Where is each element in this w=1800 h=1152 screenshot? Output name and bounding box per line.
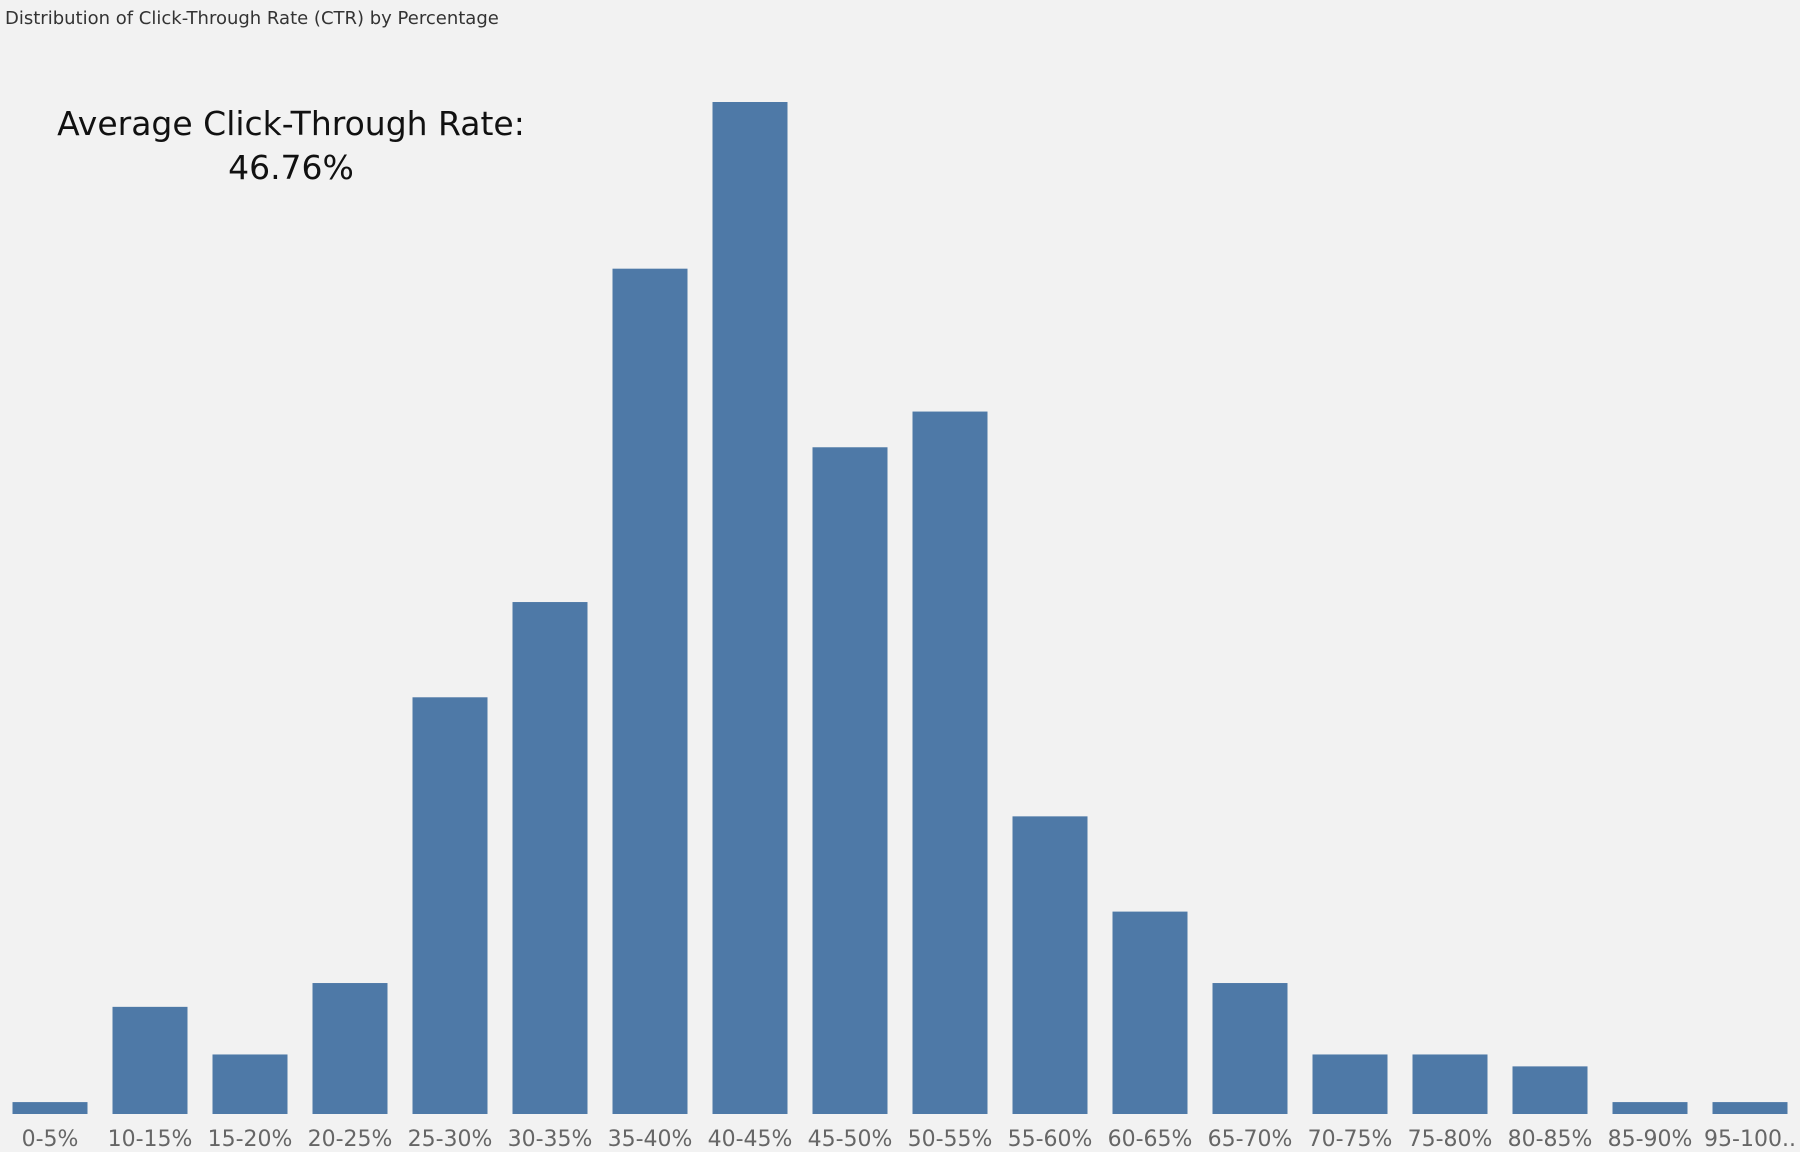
x-tick-label: 85-90% <box>1608 1127 1693 1152</box>
x-tick-label: 30-35% <box>508 1127 593 1152</box>
x-tick-label: 10-15% <box>108 1127 193 1152</box>
x-tick-label: 80-85% <box>1508 1127 1593 1152</box>
bar-0-5% <box>12 1102 88 1114</box>
bar-80-85% <box>1512 1066 1588 1114</box>
bar-25-30% <box>412 697 488 1114</box>
x-tick-label: 35-40% <box>608 1127 693 1152</box>
average-ctr-value: 46.76% <box>228 148 354 187</box>
x-tick-label: 55-60% <box>1008 1127 1093 1152</box>
x-tick-label: 60-65% <box>1108 1127 1193 1152</box>
x-tick-label: 15-20% <box>208 1127 293 1152</box>
average-ctr-label: Average Click-Through Rate: <box>57 104 525 143</box>
bar-70-75% <box>1312 1054 1388 1114</box>
bar-55-60% <box>1012 816 1088 1114</box>
x-tick-label: 70-75% <box>1308 1127 1393 1152</box>
bar-50-55% <box>912 411 988 1114</box>
bar-10-15% <box>112 1006 188 1114</box>
x-tick-label: 65-70% <box>1208 1127 1293 1152</box>
bar-30-35% <box>512 602 588 1114</box>
bar-95-100.. <box>1712 1102 1788 1114</box>
bars-group <box>12 102 1788 1114</box>
x-tick-label: 0-5% <box>22 1127 79 1152</box>
bar-20-25% <box>312 983 388 1114</box>
x-tick-label: 25-30% <box>408 1127 493 1152</box>
bar-65-70% <box>1212 983 1288 1114</box>
x-tick-label: 75-80% <box>1408 1127 1493 1152</box>
bar-60-65% <box>1112 911 1188 1114</box>
x-tick-label: 45-50% <box>808 1127 893 1152</box>
x-axis-tick-labels: 0-5% 10-15% 15-20% 20-25% 25-30% 30-35% 35-40%… <box>22 1127 1796 1152</box>
x-tick-label: 50-55% <box>908 1127 993 1152</box>
bar-35-40% <box>612 268 688 1114</box>
bar-15-20% <box>212 1054 288 1114</box>
x-tick-label: 40-45% <box>708 1127 793 1152</box>
average-ctr-annotation: Average Click-Through Rate: 46.76% <box>50 102 532 190</box>
bar-40-45% <box>712 102 788 1114</box>
x-tick-label: 20-25% <box>308 1127 393 1152</box>
bar-75-80% <box>1412 1054 1488 1114</box>
bar-45-50% <box>812 447 888 1114</box>
chart-title: Distribution of Click-Through Rate (CTR)… <box>5 8 499 29</box>
bar-85-90% <box>1612 1102 1688 1114</box>
x-tick-label: 95-100.. <box>1704 1127 1796 1152</box>
